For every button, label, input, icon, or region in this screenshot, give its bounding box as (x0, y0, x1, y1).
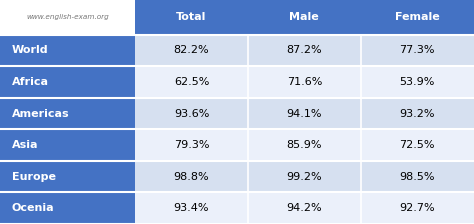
Text: Female: Female (395, 12, 439, 22)
Bar (0, 161, 135, 192)
Text: 85.9%: 85.9% (287, 140, 322, 150)
Bar (135, 35, 248, 66)
Text: www.english-exam.org: www.english-exam.org (26, 14, 109, 20)
Bar (248, 129, 361, 161)
Bar (248, 161, 361, 192)
Text: 77.3%: 77.3% (400, 45, 435, 56)
Text: 93.6%: 93.6% (174, 109, 209, 118)
Bar (135, 161, 248, 192)
Text: Europe: Europe (12, 172, 56, 182)
Bar (361, 35, 474, 66)
Bar (135, 0, 248, 35)
Text: Asia: Asia (12, 140, 38, 150)
Bar (248, 192, 361, 224)
Text: 94.2%: 94.2% (286, 203, 322, 213)
Text: 53.9%: 53.9% (400, 77, 435, 87)
Bar (135, 129, 248, 161)
Bar (0, 66, 135, 98)
Bar (361, 161, 474, 192)
Bar (0, 0, 135, 35)
Bar (135, 98, 248, 129)
Text: 72.5%: 72.5% (400, 140, 435, 150)
Text: Americas: Americas (12, 109, 70, 118)
Text: 98.8%: 98.8% (173, 172, 210, 182)
Text: 87.2%: 87.2% (286, 45, 322, 56)
Bar (248, 98, 361, 129)
Text: Male: Male (290, 12, 319, 22)
Bar (361, 0, 474, 35)
Text: 94.1%: 94.1% (287, 109, 322, 118)
Bar (0, 35, 135, 66)
Text: 92.7%: 92.7% (399, 203, 435, 213)
Bar (248, 66, 361, 98)
Text: World: World (12, 45, 48, 56)
Text: 98.5%: 98.5% (400, 172, 435, 182)
Text: 62.5%: 62.5% (174, 77, 209, 87)
Text: 99.2%: 99.2% (286, 172, 322, 182)
Bar (361, 98, 474, 129)
Text: 79.3%: 79.3% (174, 140, 209, 150)
Text: Ocenia: Ocenia (12, 203, 55, 213)
Bar (0, 129, 135, 161)
Text: 93.4%: 93.4% (174, 203, 209, 213)
Text: 71.6%: 71.6% (287, 77, 322, 87)
Bar (0, 192, 135, 224)
Bar (361, 66, 474, 98)
Text: 82.2%: 82.2% (173, 45, 210, 56)
Text: Total: Total (176, 12, 207, 22)
Bar (0, 98, 135, 129)
Bar (361, 129, 474, 161)
Bar (135, 66, 248, 98)
Bar (135, 192, 248, 224)
Bar (248, 0, 361, 35)
Text: Africa: Africa (12, 77, 49, 87)
Bar (361, 192, 474, 224)
Text: 93.2%: 93.2% (400, 109, 435, 118)
Bar (248, 35, 361, 66)
